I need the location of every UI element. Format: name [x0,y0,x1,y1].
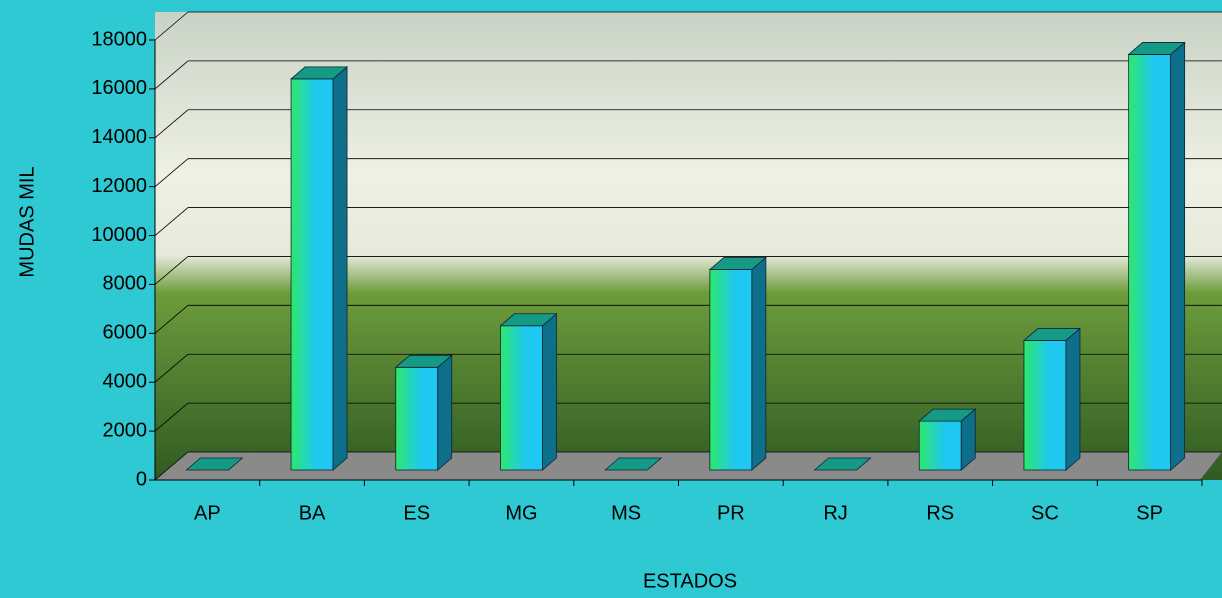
bar-part [813,457,872,471]
bar-part [709,269,753,471]
bar [813,457,872,471]
grid-line [154,451,189,481]
y-tick-label: 16000 [91,77,147,99]
bar [604,457,663,471]
grid-line [154,256,189,285]
bar-part [395,366,439,471]
y-tick-label: 8000 [103,273,148,295]
x-tick-label: MG [505,502,537,524]
bar [1127,41,1186,471]
bar-part [500,325,543,471]
bar [1022,327,1082,471]
bar [708,256,767,471]
bar-part [185,457,244,471]
grid-line [154,11,189,41]
y-tick-label: 2000 [103,419,148,441]
x-tick-label: RJ [823,502,847,524]
bar-part [1128,54,1172,471]
bar [289,66,349,471]
x-tick-label: ES [403,502,430,524]
y-tick-label: 12000 [91,175,147,197]
y-tick-label: 4000 [103,371,148,393]
bar [499,312,558,471]
bar [185,457,244,471]
bar-part [751,256,767,471]
bar-part [394,354,453,368]
bar-part [332,66,348,471]
bar-part [918,420,962,471]
grid-line [154,402,189,432]
bar [394,354,453,471]
y-tick-label: 6000 [103,322,148,344]
x-tick-label: SP [1136,502,1163,524]
grid-line [154,158,189,187]
grid-line [154,109,189,139]
bar-part [542,312,557,471]
y-tick-label: 14000 [91,126,147,148]
grid-line [154,305,189,334]
x-axis-label: ESTADOS [643,570,737,592]
y-axis-label: MUDAS MIL [16,166,38,277]
bar-part [1023,340,1067,471]
x-tick-label: BA [299,502,326,524]
bar-part [1022,328,1082,341]
bar-part [289,66,349,80]
grid-line [154,353,189,383]
bar-part [1127,42,1186,55]
x-tick-label: SC [1031,502,1059,524]
x-tick-label: PR [717,502,745,524]
bar-part [437,354,453,471]
bar-part [499,313,558,327]
x-tick-label: MS [611,502,641,524]
x-tick-label: RS [926,502,954,524]
bar-part [708,257,767,270]
y-tick-label: 0 [136,468,147,490]
x-tick-label: AP [194,502,221,524]
grid-line [154,207,189,236]
grid-line [154,60,189,90]
bar-part [1065,327,1081,471]
bar [918,408,977,471]
bar-part [1170,41,1186,471]
y-tick-label: 18000 [91,28,147,50]
bar-part [604,457,663,471]
y-tick-label: 10000 [91,224,147,246]
bar-part [918,408,977,422]
bar-part [290,78,334,471]
